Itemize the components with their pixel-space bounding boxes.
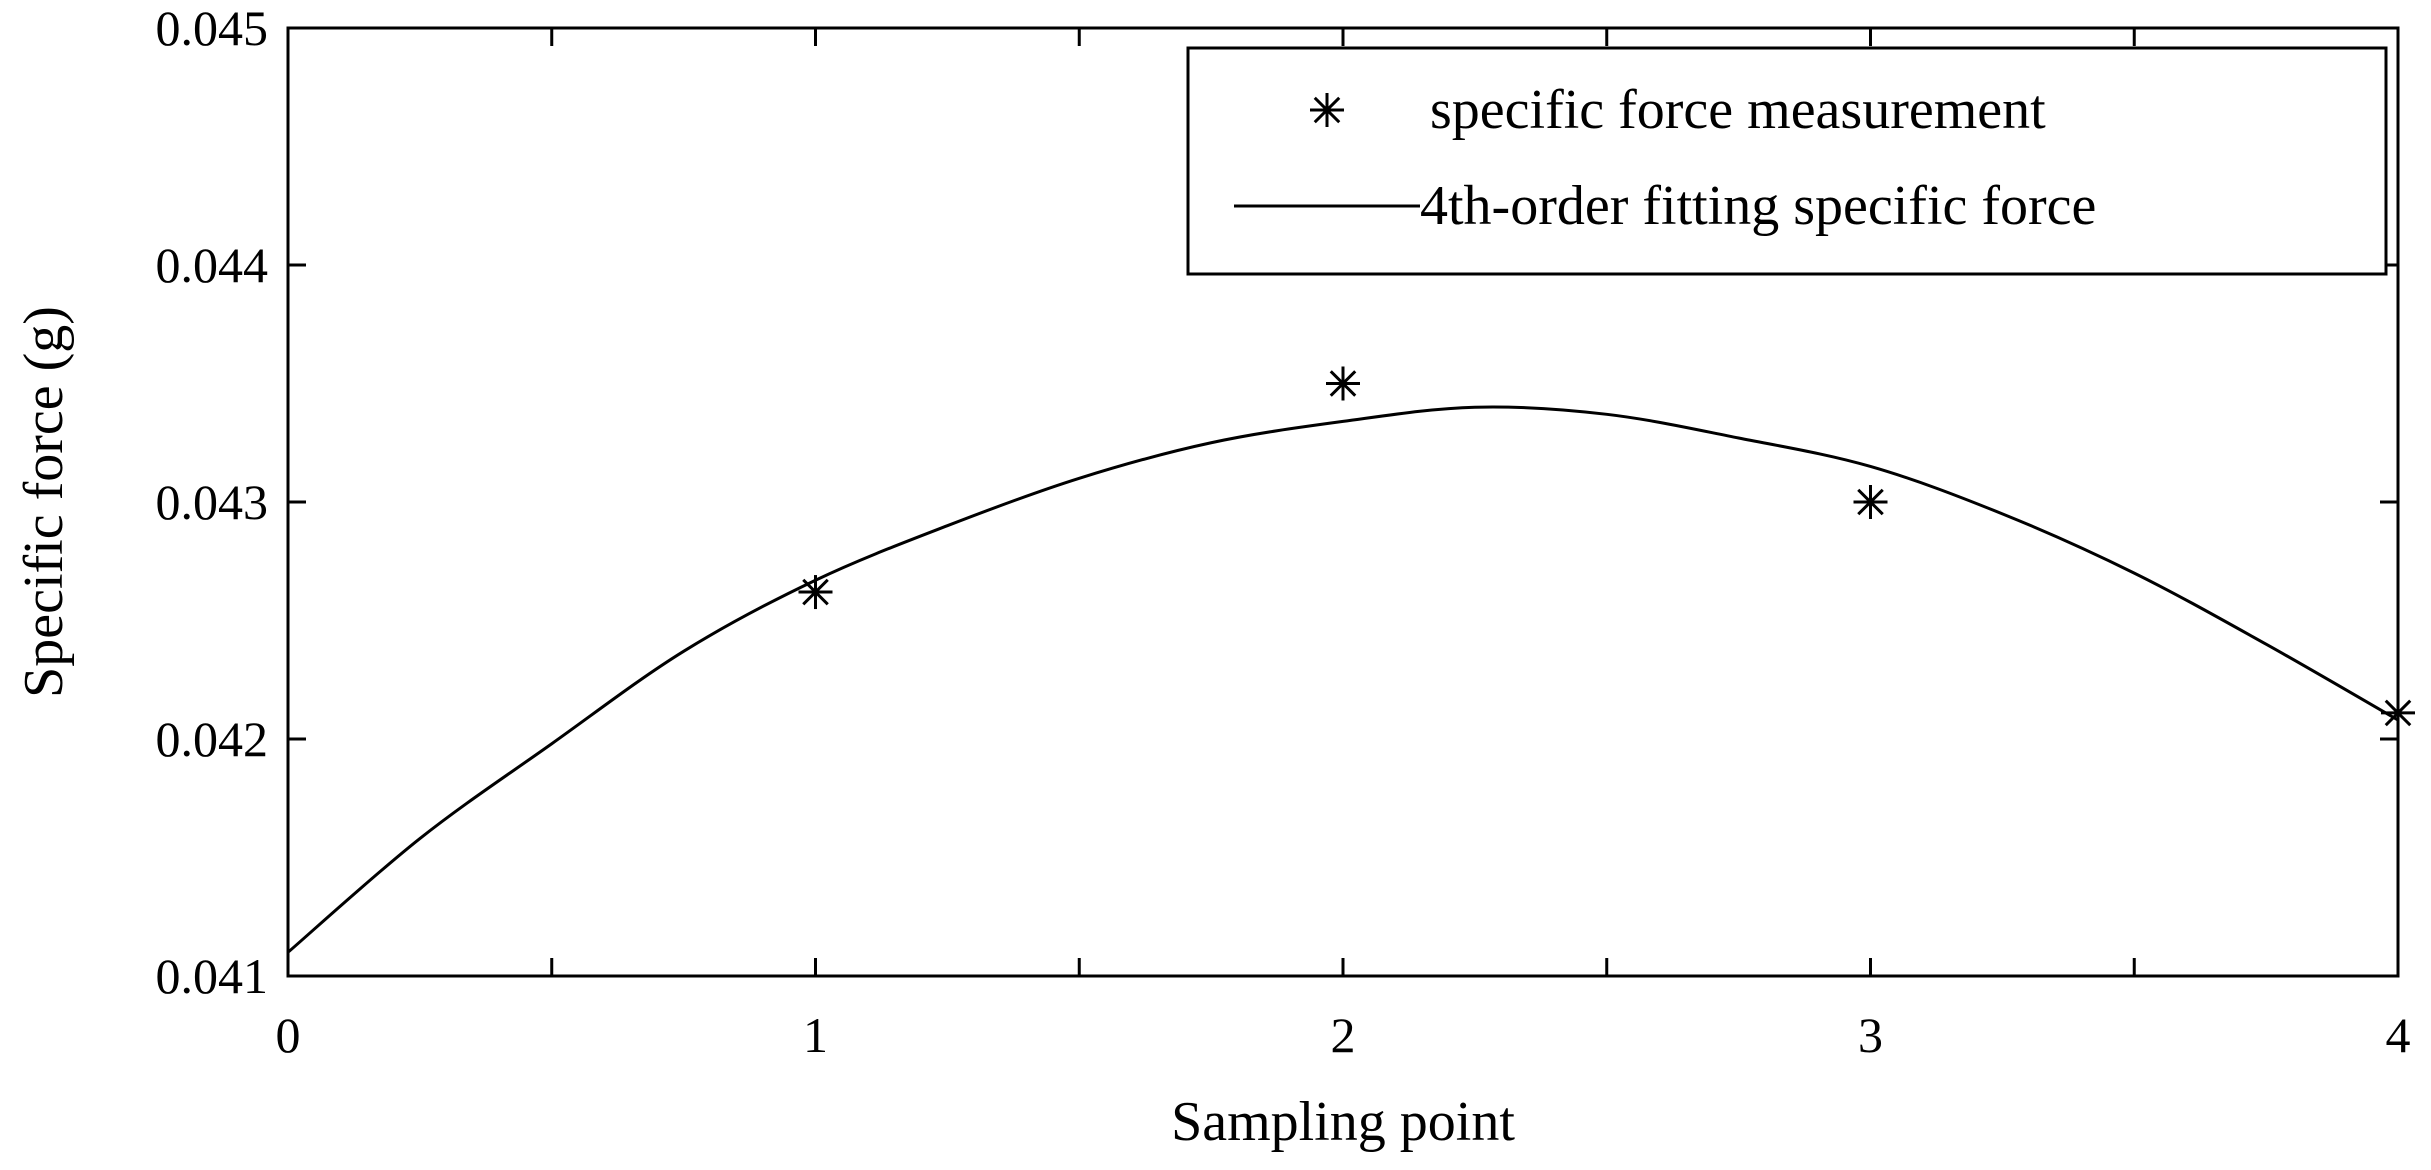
y-tick-label: 0.043 [156, 474, 269, 530]
legend-asterisk-marker [1310, 93, 1344, 127]
legend-asterisk [1310, 93, 1344, 127]
x-tick-label: 3 [1858, 1007, 1883, 1063]
y-tick-label: 0.042 [156, 711, 269, 767]
measurement-point [1853, 485, 1888, 519]
y-tick-label: 0.041 [156, 948, 269, 1004]
legend-label-measurement: specific force measurement [1430, 79, 2046, 141]
x-tick-label: 0 [276, 1007, 301, 1063]
y-tick-label: 0.044 [156, 237, 269, 293]
measurement-points-layer [798, 366, 2415, 730]
x-axis-label: Sampling point [1171, 1091, 1515, 1153]
measurement-point [798, 575, 833, 610]
fit-curve [287, 405, 2399, 954]
legend: specific force measurement 4th-order fit… [1186, 46, 2388, 276]
legend-box [1186, 46, 2388, 276]
y-tick-label: 0.045 [156, 0, 269, 56]
measurement-point [1326, 366, 1360, 401]
y-axis-label: Specific force (g) [13, 306, 75, 698]
x-tick-label: 2 [1331, 1007, 1356, 1063]
y-axis-ticks: 0.041 0.042 0.043 0.044 0.045 [156, 0, 2398, 1004]
x-tick-label: 1 [803, 1007, 828, 1063]
measurement-point [2381, 695, 2415, 730]
legend-label-fit: 4th-order fitting specific force [1420, 175, 2096, 237]
x-axis-ticks: 0 1 2 3 4 [276, 28, 2411, 1063]
x-tick-label: 4 [2386, 1007, 2411, 1063]
fit-curve-layer [287, 405, 2399, 954]
